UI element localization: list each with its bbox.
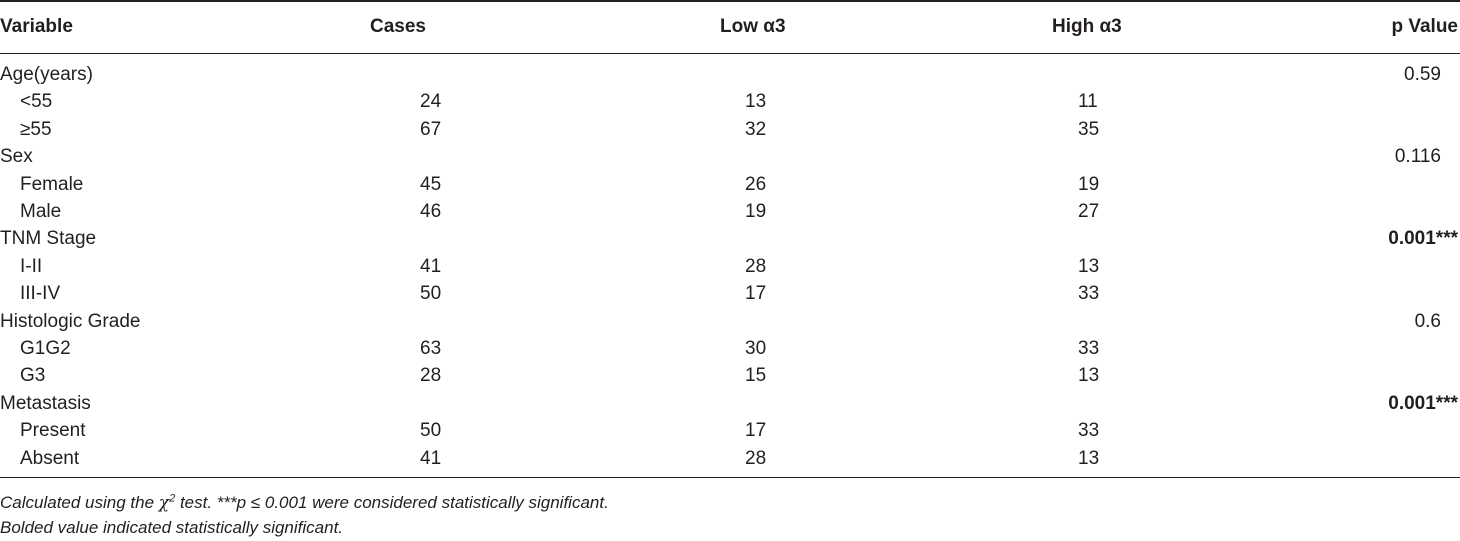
cell-low-alpha3: 30 (745, 338, 767, 359)
table-header-rule (0, 53, 1460, 54)
cell-variable: G1G2 (20, 338, 71, 359)
cell-high-alpha3: 27 (1078, 201, 1100, 222)
header-variable: Variable (0, 16, 73, 37)
cell-high-alpha3: 13 (1078, 365, 1100, 387)
cell-cases: 67 (420, 118, 442, 140)
table-row: Present 50 17 33 (0, 419, 1460, 446)
table-top-rule (0, 0, 1460, 2)
table-row: G1G2 63 30 33 (0, 337, 1460, 364)
footnote-text: test. ***p ≤ 0.001 were considered stati… (175, 493, 609, 512)
cell-cases: 50 (420, 283, 442, 305)
cell-p-value: 0.001*** (1388, 228, 1458, 250)
cell-low-alpha3: 26 (745, 173, 767, 195)
cell-variable: <55 (20, 91, 53, 113)
cell-variable: TNM Stage (0, 228, 97, 250)
table-row: I-II 41 28 13 (0, 255, 1460, 282)
footnote-text: Calculated using the (0, 493, 159, 512)
table-row: <55 24 13 11 (0, 90, 1460, 117)
cell-variable: Female (20, 173, 84, 195)
cell-high-alpha3: 33 (1078, 420, 1100, 442)
footnote-bold-note: Bolded value indicated statistically sig… (0, 518, 344, 537)
cell-cases: 24 (420, 91, 442, 113)
cell-p-value: 0.001*** (1388, 392, 1458, 414)
cell-variable: I-II (20, 255, 43, 277)
cell-high-alpha3: 33 (1078, 338, 1100, 359)
cell-high-alpha3: 33 (1078, 283, 1100, 305)
table-row: Metastasis 0.001*** (0, 392, 1460, 419)
cell-high-alpha3: 13 (1078, 447, 1100, 469)
cell-variable: Male (20, 201, 62, 222)
cell-p-value: 0.59 (1404, 64, 1441, 85)
cell-variable: G3 (20, 365, 46, 387)
cell-cases: 63 (420, 338, 442, 359)
cell-cases: 41 (420, 447, 442, 469)
footnote-superscript: 2 (169, 492, 176, 505)
cell-cases: 46 (420, 201, 442, 222)
cell-low-alpha3: 13 (745, 91, 767, 113)
cell-variable: Histologic Grade (0, 310, 141, 332)
cell-cases: 41 (420, 255, 442, 277)
cell-high-alpha3: 35 (1078, 118, 1100, 140)
table-row: Female 45 26 19 (0, 173, 1460, 200)
table-row: Absent 41 28 13 (0, 447, 1460, 474)
table-row: ≥55 67 32 35 (0, 118, 1460, 145)
cell-low-alpha3: 19 (745, 201, 767, 222)
cell-variable: Metastasis (0, 392, 91, 414)
cell-variable: III-IV (20, 283, 61, 305)
cell-high-alpha3: 19 (1078, 173, 1100, 195)
header-low-alpha3: Low α3 (720, 16, 786, 37)
table-row: G3 28 15 13 (0, 364, 1460, 391)
cell-low-alpha3: 17 (745, 420, 767, 442)
cell-p-value: 0.116 (1394, 146, 1441, 168)
footnote-chi-square: Calculated using the χ2 test. ***p ≤ 0.0… (0, 492, 609, 514)
cell-low-alpha3: 32 (745, 118, 767, 140)
header-cases: Cases (370, 16, 426, 37)
cell-low-alpha3: 28 (745, 447, 767, 469)
cell-variable: ≥55 (20, 118, 52, 140)
cell-p-value: 0.6 (1414, 310, 1441, 332)
header-high-alpha3: High α3 (1052, 16, 1122, 37)
cell-low-alpha3: 28 (745, 255, 767, 277)
table-row: Histologic Grade 0.6 (0, 310, 1460, 337)
cell-variable: Age(years) (0, 64, 93, 85)
table-row: III-IV 50 17 33 (0, 282, 1460, 309)
table-row: TNM Stage 0.001*** (0, 227, 1460, 254)
table-bottom-rule (0, 477, 1460, 478)
table-row: Male 46 19 27 (0, 200, 1460, 227)
cell-high-alpha3: 11 (1078, 91, 1098, 113)
cell-cases: 45 (420, 173, 442, 195)
table-row: Age(years) 0.59 (0, 63, 1460, 90)
cell-high-alpha3: 13 (1078, 255, 1100, 277)
table-row: Sex 0.116 (0, 145, 1460, 172)
cell-low-alpha3: 15 (745, 365, 767, 387)
cell-low-alpha3: 17 (745, 283, 767, 305)
header-p-value: p Value (1391, 16, 1458, 37)
footnote-chi-symbol: χ (158, 493, 170, 513)
cell-cases: 28 (420, 365, 442, 387)
cell-variable: Sex (0, 146, 33, 168)
cell-variable: Present (20, 420, 86, 442)
cell-variable: Absent (20, 447, 80, 469)
cell-cases: 50 (420, 420, 442, 442)
